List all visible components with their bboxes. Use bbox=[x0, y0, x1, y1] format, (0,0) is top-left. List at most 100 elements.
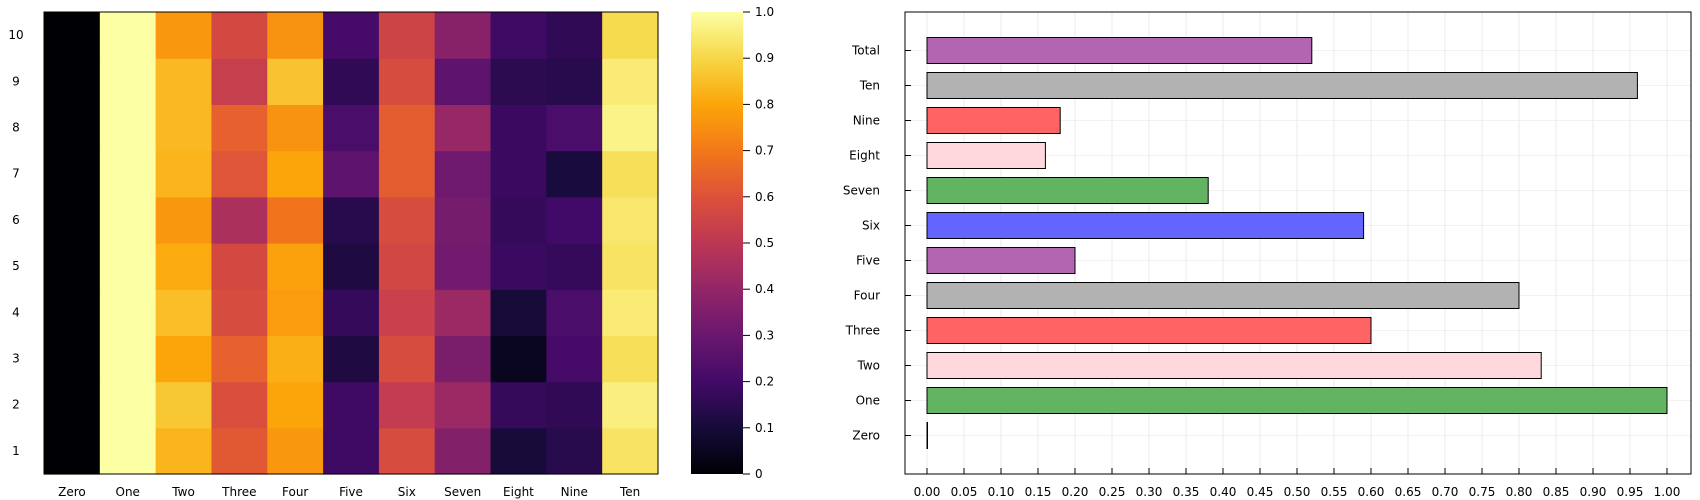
heatmap-x-tick-label: Eight bbox=[503, 485, 534, 499]
heatmap-cell bbox=[155, 196, 213, 244]
heatmap-y-tick-label: 9 bbox=[12, 74, 20, 88]
bar-y-tick-label: One bbox=[856, 394, 880, 408]
heatmap-cell bbox=[155, 12, 213, 59]
heatmap-cell bbox=[267, 381, 324, 429]
heatmap-cell bbox=[99, 427, 157, 475]
bar-x-tick-label: 0.60 bbox=[1358, 485, 1385, 499]
heatmap-x-tick-label: Seven bbox=[444, 485, 481, 499]
heatmap-y-tick-label: 8 bbox=[12, 121, 20, 135]
heatmap-cell bbox=[44, 104, 101, 152]
bar-x-tick-label: 0.40 bbox=[1210, 485, 1237, 499]
bar-bars bbox=[926, 37, 1668, 449]
bar-y-tick-label: Five bbox=[856, 254, 880, 268]
heatmap-cell bbox=[490, 58, 547, 105]
heatmap-cell bbox=[99, 335, 157, 383]
heatmap-cell bbox=[546, 243, 603, 290]
bar-y-tick-label: Eight bbox=[849, 149, 880, 163]
heatmap-cell bbox=[267, 243, 324, 290]
colorbar-tick-label: 0.5 bbox=[755, 236, 774, 250]
heatmap-cell bbox=[44, 196, 101, 244]
heatmap-cell bbox=[490, 381, 547, 429]
heatmap-cell bbox=[546, 58, 603, 105]
heatmap-cell bbox=[267, 289, 324, 336]
heatmap-cell bbox=[490, 196, 547, 244]
heatmap-cell bbox=[546, 104, 603, 152]
heatmap-cell bbox=[602, 12, 659, 59]
heatmap-cell bbox=[546, 12, 603, 59]
heatmap-cell bbox=[211, 243, 268, 290]
bar-x-tick-label: 0.90 bbox=[1580, 485, 1607, 499]
heatmap-cell bbox=[44, 243, 101, 290]
colorbar-tick-label: 0.1 bbox=[755, 421, 774, 435]
heatmap-cell bbox=[602, 289, 659, 336]
heatmap-cell bbox=[211, 150, 268, 198]
heatmap-cell bbox=[546, 335, 603, 383]
heatmap-cell bbox=[99, 196, 157, 244]
colorbar-tick-label: 0.2 bbox=[755, 375, 774, 389]
heatmap-cell bbox=[323, 335, 380, 383]
bar bbox=[926, 37, 1313, 64]
heatmap-cell bbox=[490, 104, 547, 152]
bar bbox=[926, 142, 1046, 169]
bar bbox=[926, 387, 1668, 414]
heatmap-cell bbox=[378, 381, 436, 429]
heatmap-cell bbox=[378, 243, 436, 290]
heatmap-cell bbox=[99, 381, 157, 429]
heatmap-cell bbox=[378, 335, 436, 383]
heatmap-cell bbox=[602, 381, 659, 429]
bar-x-tick-label: 0.20 bbox=[1062, 485, 1089, 499]
heatmap-cell bbox=[378, 289, 436, 336]
heatmap-cell bbox=[434, 427, 492, 475]
heatmap-x-tick-label: Zero bbox=[58, 485, 86, 499]
heatmap-cell bbox=[155, 335, 213, 383]
heatmap-y-tick-label: 4 bbox=[12, 305, 20, 319]
heatmap-cell bbox=[602, 150, 659, 198]
bar-x-tick-label: 0.45 bbox=[1247, 485, 1274, 499]
bar-x-tick-label: 0.75 bbox=[1469, 485, 1496, 499]
bar-x-tick-label: 0.05 bbox=[951, 485, 978, 499]
colorbar-tick-label: 0.4 bbox=[755, 282, 774, 296]
heatmap-y-tick-label: 1 bbox=[12, 444, 20, 458]
colorbar-tick-label: 0 bbox=[755, 467, 763, 481]
heatmap-cell bbox=[155, 58, 213, 105]
bar-y-tick-label: Seven bbox=[843, 184, 880, 198]
bar bbox=[926, 107, 1061, 134]
bar-y-tick-label: Three bbox=[845, 324, 880, 338]
colorbar: 0 0.1 0.2 0.3 0.4 0.5 0.6 0.7 0.8 0.9 1.0 bbox=[691, 5, 774, 481]
heatmap-y-tick-label: 2 bbox=[12, 398, 20, 412]
bar-panel: 0.00 0.05 0.10 0.15 0.20 0.25 0.30 0.35 0.40 0.45… bbox=[843, 11, 1692, 499]
heatmap-cell bbox=[546, 150, 603, 198]
heatmap-cell bbox=[323, 289, 380, 336]
heatmap-cell bbox=[323, 104, 380, 152]
bar bbox=[926, 247, 1076, 274]
heatmap-cell bbox=[323, 12, 380, 59]
heatmap-cell bbox=[490, 427, 547, 475]
bar-x-tick-label: 0.10 bbox=[988, 485, 1015, 499]
heatmap-frame bbox=[43, 11, 659, 475]
bar-y-tick-label: Two bbox=[857, 359, 881, 373]
bar bbox=[926, 422, 928, 449]
heatmap-cell bbox=[99, 150, 157, 198]
heatmap-cell bbox=[434, 335, 492, 383]
bar-y-ticks: Zero One Two Three Four Five Six Seven Eight Nine… bbox=[843, 44, 911, 443]
colorbar-tick-label: 0.6 bbox=[755, 190, 774, 204]
heatmap-cell bbox=[434, 104, 492, 152]
heatmap-y-tick-label: 5 bbox=[12, 259, 20, 273]
heatmap-cell bbox=[490, 12, 547, 59]
heatmap-cell bbox=[211, 12, 268, 59]
heatmap-cell bbox=[211, 335, 268, 383]
heatmap-cell bbox=[546, 289, 603, 336]
bar bbox=[926, 352, 1542, 379]
heatmap-x-tick-label: Four bbox=[282, 485, 308, 499]
heatmap-cell bbox=[211, 196, 268, 244]
heatmap-cell bbox=[323, 196, 380, 244]
heatmap-cell bbox=[155, 150, 213, 198]
bar-y-tick-label: Six bbox=[862, 219, 880, 233]
heatmap-x-tick-label: Three bbox=[221, 485, 256, 499]
bar-y-tick-label: Ten bbox=[859, 79, 880, 93]
heatmap-cells bbox=[44, 12, 659, 475]
heatmap-cell bbox=[267, 104, 324, 152]
heatmap-cell bbox=[546, 196, 603, 244]
heatmap-x-tick-label: Six bbox=[398, 485, 416, 499]
heatmap-cell bbox=[378, 12, 436, 59]
